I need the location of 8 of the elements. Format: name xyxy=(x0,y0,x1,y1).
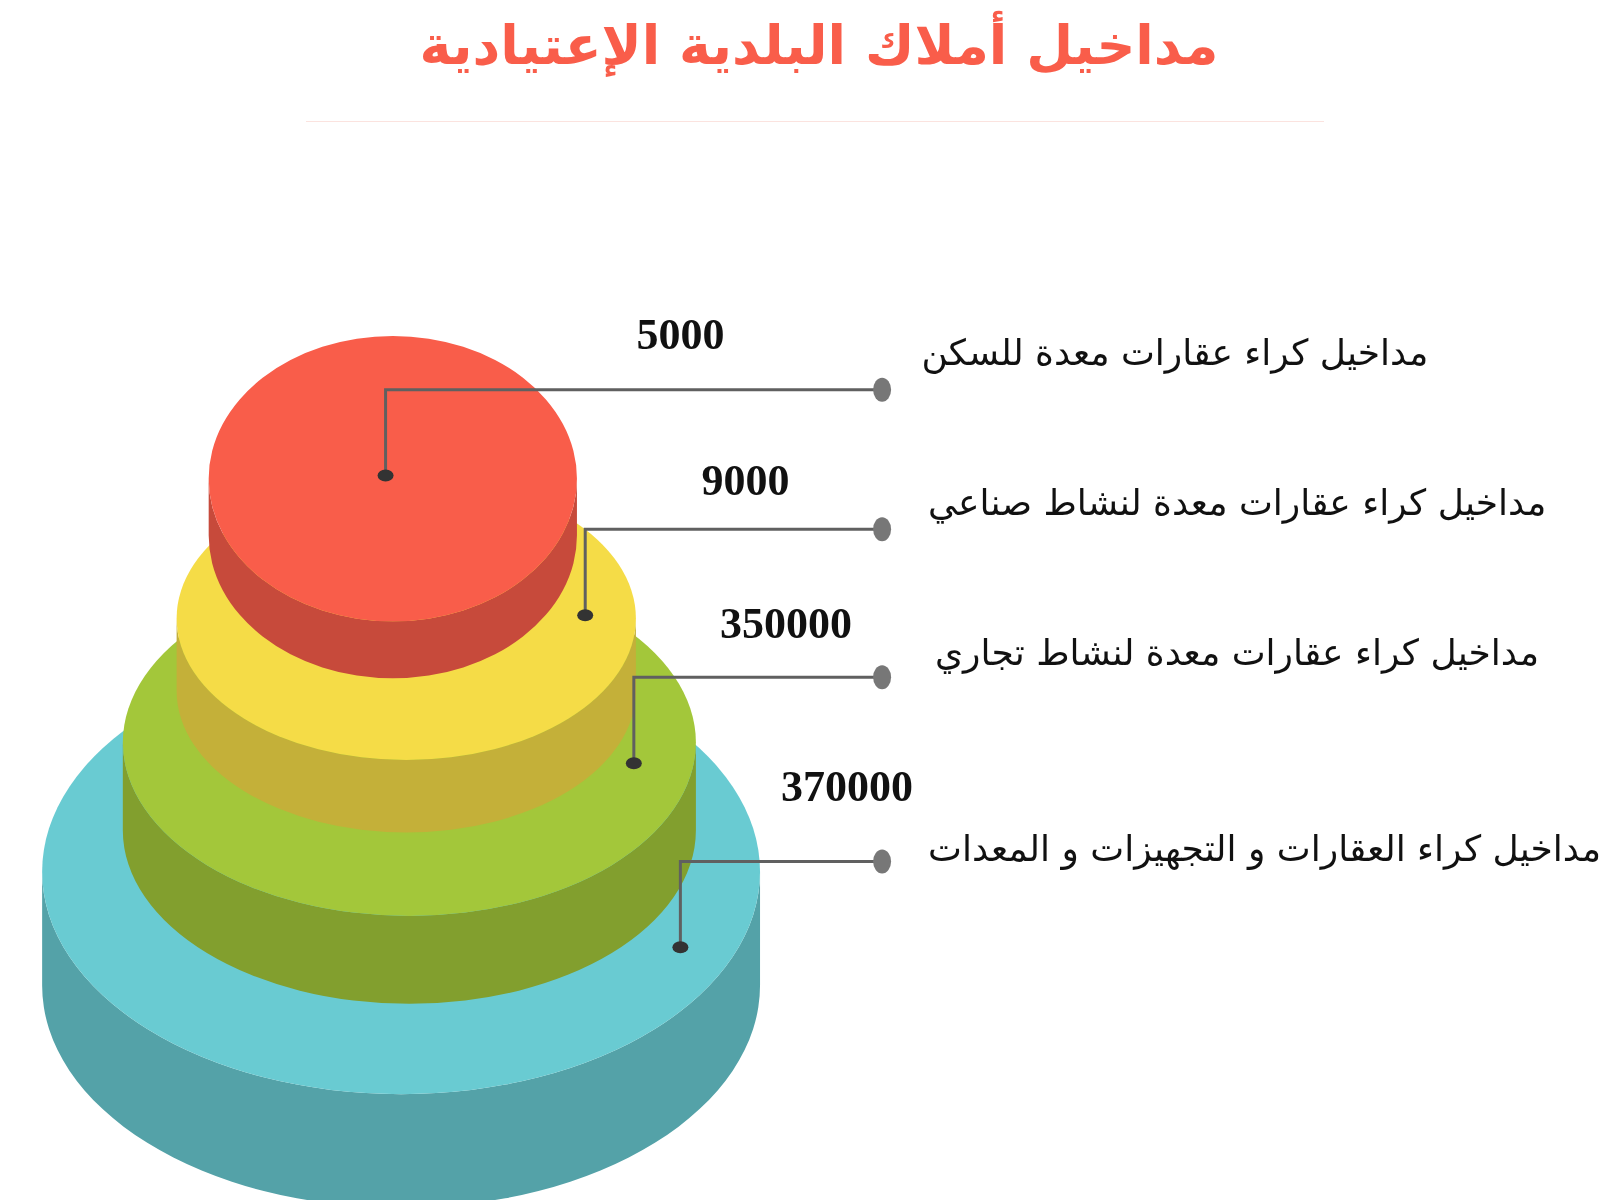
data-label: 9000 xyxy=(700,454,791,506)
data-label: 370000 xyxy=(779,761,914,812)
data-label: 5000 xyxy=(635,308,726,360)
data-label: 350000 xyxy=(718,597,853,649)
category-label: مداخيل كراء عقارات معدة للسكن xyxy=(921,331,1429,373)
category-label: مداخيل كراء العقارات و التجهيزات و المعدات xyxy=(928,828,1602,870)
category-label: مداخيل كراء عقارات معدة لنشاط صناعي xyxy=(928,481,1547,523)
category-label: مداخيل كراء عقارات معدة لنشاط تجاري xyxy=(934,631,1539,673)
